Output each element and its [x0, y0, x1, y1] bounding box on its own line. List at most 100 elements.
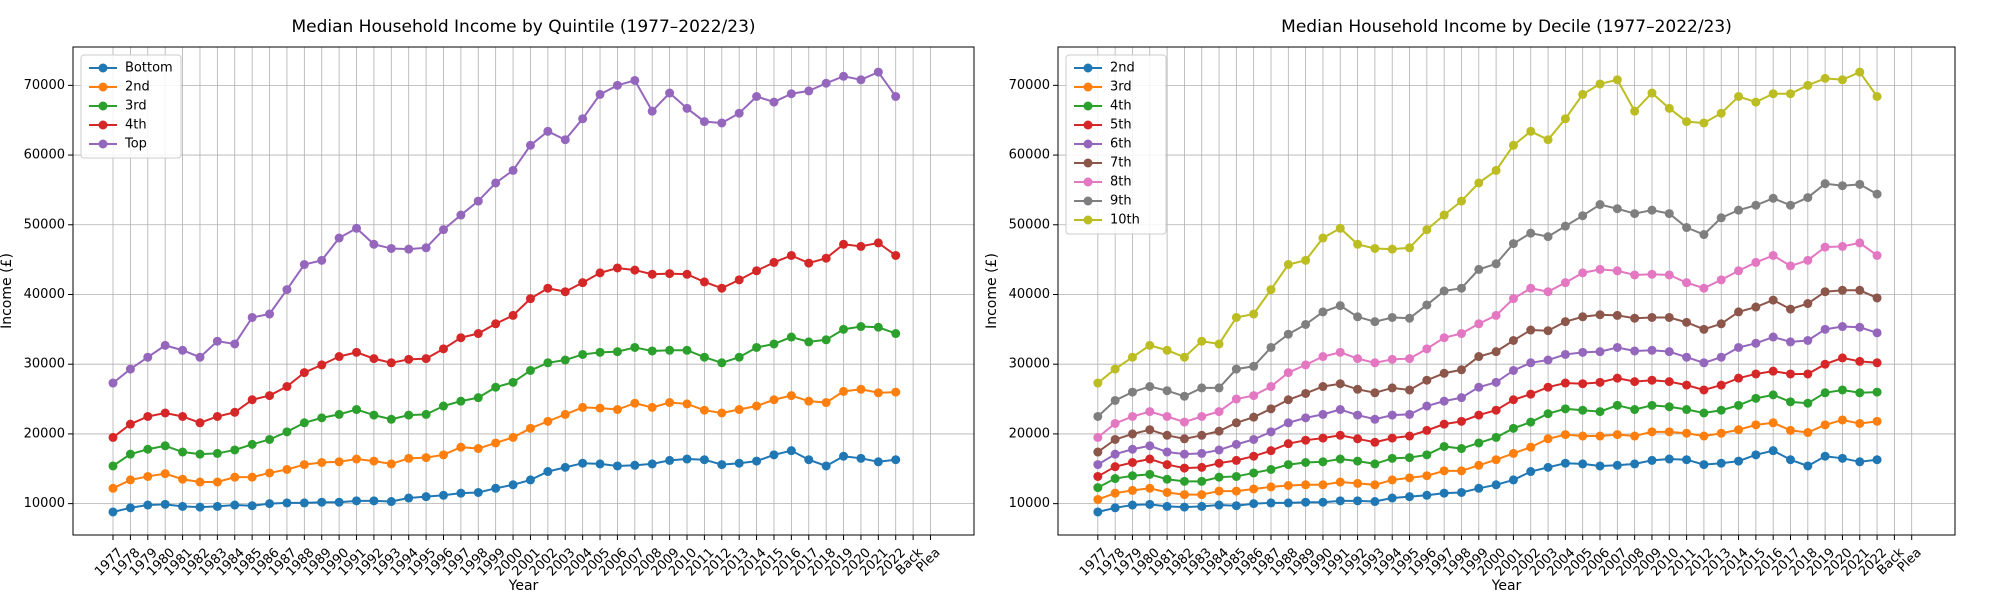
legend-box [80, 54, 182, 159]
marker [1370, 497, 1380, 507]
marker [752, 91, 762, 101]
marker [1405, 473, 1415, 483]
y-tick-label: 40000 [24, 287, 65, 302]
marker [1110, 364, 1120, 374]
marker [160, 469, 170, 479]
marker [1682, 317, 1692, 327]
marker [1699, 385, 1709, 395]
marker [1612, 342, 1622, 352]
marker [1301, 360, 1311, 370]
marker [1370, 243, 1380, 253]
legend-marker [1083, 82, 1093, 92]
marker [265, 309, 275, 319]
marker [630, 265, 640, 275]
marker [195, 449, 205, 459]
axes-frame [72, 46, 975, 536]
marker [352, 405, 362, 415]
marker [1179, 391, 1189, 401]
marker [1422, 225, 1432, 235]
legend-marker [98, 63, 108, 73]
chart-title: Median Household Income by Quintile (197… [291, 17, 755, 37]
marker [1145, 469, 1155, 479]
series-line [1097, 70, 1878, 384]
marker [1612, 373, 1622, 383]
marker [1751, 369, 1761, 379]
legend-label: 4th [125, 118, 147, 133]
marker [1716, 275, 1726, 285]
marker [786, 250, 796, 260]
marker [1318, 433, 1328, 443]
marker [1820, 242, 1830, 252]
marker [682, 103, 692, 113]
marker [508, 310, 518, 320]
marker [560, 135, 570, 145]
marker [1716, 108, 1726, 118]
marker [352, 496, 362, 506]
marker [1266, 285, 1276, 295]
marker [1768, 295, 1778, 305]
marker [1093, 483, 1103, 493]
marker [1768, 366, 1778, 376]
series-line [112, 449, 896, 513]
marker [1543, 382, 1553, 392]
marker [1820, 451, 1830, 461]
marker [491, 178, 501, 188]
marker [1630, 346, 1640, 356]
legend-label: 6th [1110, 137, 1132, 152]
marker [525, 423, 535, 433]
marker [1249, 361, 1259, 371]
marker [1664, 377, 1674, 387]
marker [1612, 204, 1622, 214]
marker [1630, 377, 1640, 387]
marker [1162, 501, 1172, 511]
marker [108, 378, 118, 388]
axes-frame [1057, 46, 1956, 536]
marker [804, 258, 814, 268]
marker [473, 196, 483, 206]
marker [1716, 458, 1726, 468]
marker [1820, 287, 1830, 297]
marker [143, 352, 153, 362]
marker [1664, 209, 1674, 219]
marker [717, 408, 727, 418]
marker [699, 277, 709, 287]
marker [612, 405, 622, 415]
marker [1093, 432, 1103, 442]
marker [1231, 455, 1241, 465]
legend-label: 4th [1110, 99, 1132, 114]
marker [334, 352, 344, 362]
marker [1093, 471, 1103, 481]
marker [1682, 405, 1692, 415]
marker [334, 497, 344, 507]
marker [1266, 464, 1276, 474]
marker [1283, 260, 1293, 270]
marker [1647, 88, 1657, 98]
marker [1647, 345, 1657, 355]
legend-label: Bottom [125, 61, 173, 76]
marker [1231, 418, 1241, 428]
marker [578, 458, 588, 468]
marker [1682, 278, 1692, 288]
marker [1768, 250, 1778, 260]
marker [1716, 352, 1726, 362]
marker [1301, 388, 1311, 398]
marker [1422, 375, 1432, 385]
y-tick-label: 10000 [1009, 496, 1050, 511]
marker [734, 108, 744, 118]
marker [891, 250, 901, 260]
marker [1837, 453, 1847, 463]
marker [491, 438, 501, 448]
marker [1335, 430, 1345, 440]
marker [1405, 313, 1415, 323]
marker [108, 432, 118, 442]
marker [1301, 497, 1311, 507]
marker [1197, 476, 1207, 486]
marker [1145, 425, 1155, 435]
marker [873, 457, 883, 467]
y-tick-label: 30000 [24, 357, 65, 372]
marker [1231, 364, 1241, 374]
marker [1335, 405, 1345, 415]
marker [1214, 500, 1224, 510]
marker [1214, 472, 1224, 482]
marker [317, 413, 327, 423]
